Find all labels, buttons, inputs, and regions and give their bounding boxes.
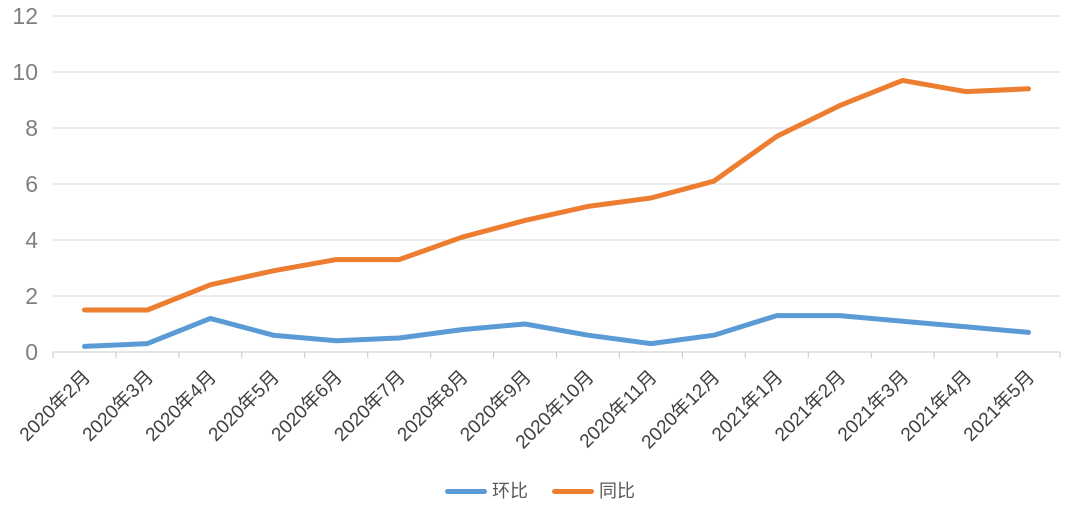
- chart-legend: 环比 同比: [0, 482, 1080, 500]
- legend-swatch-mom-line-icon: [445, 488, 487, 494]
- y-axis-tick-label: 10: [12, 59, 38, 85]
- y-axis-tick-label: 8: [25, 115, 38, 141]
- y-axis-tick-label: 4: [25, 227, 38, 253]
- legend-label-mom: 环比: [492, 481, 528, 501]
- y-axis-tick-label: 2: [25, 283, 38, 309]
- legend-label-yoy: 同比: [599, 481, 635, 501]
- y-axis-tick-label: 12: [12, 3, 38, 29]
- y-axis-tick-label: 0: [25, 339, 38, 365]
- legend-swatch-yoy-line-icon: [552, 488, 594, 494]
- y-axis-tick-label: 6: [25, 171, 38, 197]
- legend-item-mom[interactable]: 环比: [445, 482, 528, 500]
- series-line-mom: [81, 313, 1032, 349]
- series-line-yoy: [81, 77, 1032, 313]
- line-chart-plot-area: 0246810122020年2月2020年3月2020年4月2020年5月202…: [12, 3, 1061, 453]
- legend-item-yoy[interactable]: 同比: [552, 482, 635, 500]
